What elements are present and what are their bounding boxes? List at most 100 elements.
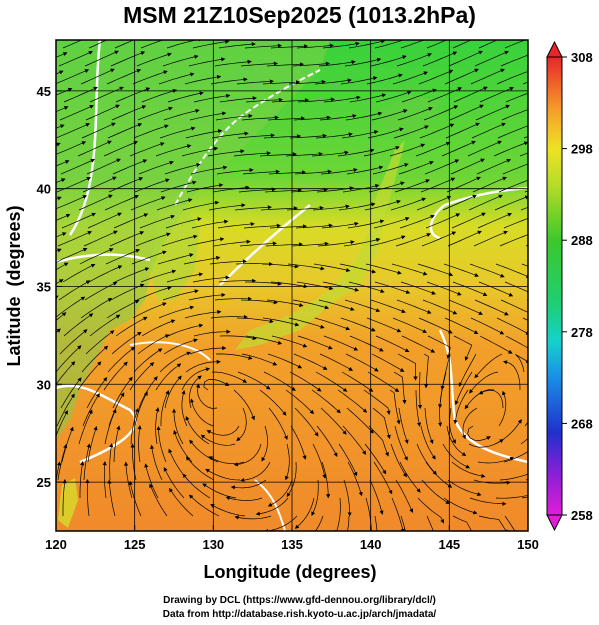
streamline bbox=[370, 299, 406, 313]
streamline bbox=[62, 479, 67, 516]
colorbar: 258 268 278 288 298 308 bbox=[546, 40, 593, 532]
streamline bbox=[321, 221, 359, 229]
streamline bbox=[444, 317, 479, 334]
isotherm-contour bbox=[56, 204, 311, 286]
streamline bbox=[243, 223, 281, 229]
streamline bbox=[115, 316, 148, 337]
streamline bbox=[454, 371, 473, 406]
streamline bbox=[155, 144, 192, 157]
streamline bbox=[424, 407, 434, 445]
streamline bbox=[419, 123, 455, 139]
streamline bbox=[438, 389, 443, 427]
streamline bbox=[373, 216, 410, 229]
streamline bbox=[421, 479, 450, 505]
streamline bbox=[190, 165, 228, 175]
streamline bbox=[164, 375, 182, 409]
streamline bbox=[233, 151, 271, 157]
streamline bbox=[260, 206, 298, 211]
streamline bbox=[449, 104, 484, 121]
streamline bbox=[390, 443, 407, 478]
streamline bbox=[84, 281, 118, 301]
streamline bbox=[394, 425, 408, 461]
streamline bbox=[87, 425, 98, 463]
streamline bbox=[266, 299, 304, 308]
streamline bbox=[451, 461, 486, 478]
streamline bbox=[102, 461, 107, 499]
streamline bbox=[418, 69, 454, 85]
streamline bbox=[107, 479, 116, 517]
streamline bbox=[294, 497, 315, 529]
streamline bbox=[297, 97, 335, 103]
streamline bbox=[520, 206, 528, 211]
streamline bbox=[56, 124, 65, 129]
streamline bbox=[109, 443, 114, 481]
x-tick-label: 135 bbox=[281, 537, 303, 552]
streamline bbox=[259, 389, 287, 416]
streamline bbox=[479, 86, 515, 103]
streamline bbox=[498, 390, 507, 427]
streamline bbox=[218, 278, 257, 283]
isotherm-contour bbox=[174, 69, 321, 206]
streamline bbox=[185, 129, 223, 139]
colorbar-tick-label: 288 bbox=[571, 233, 593, 248]
streamline bbox=[56, 262, 69, 271]
streamline bbox=[271, 335, 308, 348]
streamline bbox=[217, 221, 255, 229]
streamline bbox=[202, 483, 237, 499]
streamline bbox=[296, 43, 334, 49]
streamline bbox=[444, 68, 479, 85]
streamline bbox=[56, 295, 59, 300]
streamline bbox=[195, 383, 218, 409]
streamline bbox=[80, 68, 115, 85]
streamline bbox=[188, 57, 226, 67]
streamline bbox=[200, 434, 236, 446]
streamline bbox=[443, 497, 478, 515]
x-tick-label: 125 bbox=[124, 537, 146, 552]
streamline bbox=[244, 43, 282, 49]
streamline bbox=[59, 329, 88, 355]
streamline bbox=[286, 461, 297, 498]
streamline bbox=[346, 165, 384, 175]
streamline bbox=[56, 410, 68, 437]
streamline bbox=[531, 38, 564, 49]
streamline bbox=[312, 443, 327, 479]
streamline bbox=[296, 281, 334, 291]
streamline bbox=[56, 345, 82, 373]
streamline bbox=[245, 97, 283, 103]
streamline bbox=[375, 90, 412, 103]
streamline bbox=[57, 443, 68, 481]
streamline bbox=[469, 263, 505, 278]
footer-credit-data: Data from http://database.rish.kyoto-u.a… bbox=[162, 609, 437, 620]
streamline bbox=[391, 263, 428, 276]
y-tick-label: 30 bbox=[37, 377, 51, 392]
streamline bbox=[315, 132, 353, 139]
streamline bbox=[88, 265, 123, 283]
streamline bbox=[164, 163, 201, 175]
streamline bbox=[163, 338, 198, 355]
streamline bbox=[503, 218, 528, 229]
streamline bbox=[187, 237, 225, 247]
streamline bbox=[349, 335, 384, 352]
streamline bbox=[339, 263, 377, 274]
streamline bbox=[400, 281, 436, 295]
streamline bbox=[210, 314, 248, 320]
streamline bbox=[87, 212, 122, 229]
streamline bbox=[137, 106, 173, 121]
streamline bbox=[374, 515, 378, 531]
x-tick-label: 140 bbox=[360, 537, 382, 552]
map-title: MSM 21Z10Sep2025 (1013.2hPa) bbox=[123, 2, 476, 28]
streamline bbox=[364, 443, 387, 475]
streamline bbox=[208, 456, 245, 465]
streamline bbox=[337, 148, 375, 157]
streamline bbox=[155, 407, 160, 445]
streamline bbox=[451, 212, 486, 229]
streamline bbox=[56, 195, 88, 210]
streamline bbox=[397, 107, 433, 121]
streamline bbox=[426, 40, 448, 49]
streamline bbox=[233, 443, 262, 467]
streamline bbox=[193, 93, 231, 103]
streamline bbox=[453, 86, 488, 103]
streamline bbox=[478, 281, 514, 297]
streamline bbox=[267, 116, 306, 121]
isotherm-contour bbox=[68, 40, 102, 236]
